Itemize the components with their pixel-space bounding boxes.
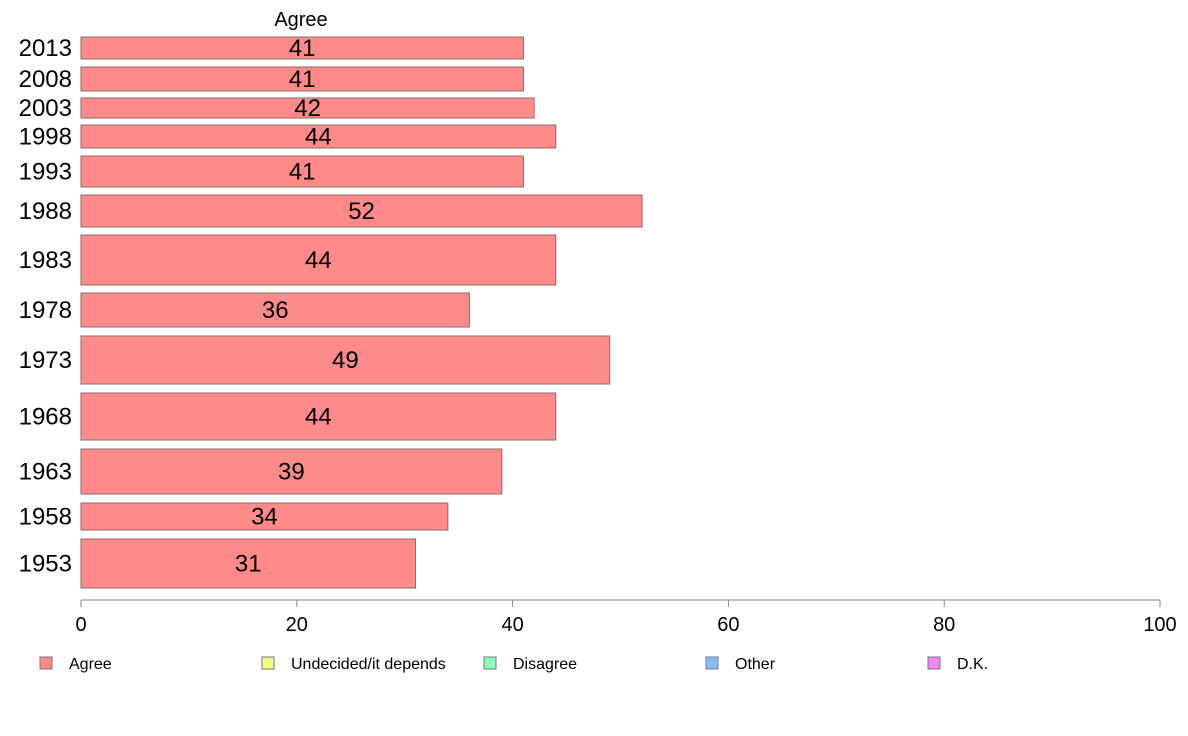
bar-2003: [80, 97, 535, 119]
bar-1993: [80, 155, 524, 188]
bar-1968: [80, 392, 557, 441]
category-label-2008: 2008: [19, 66, 72, 93]
value-label-1958: 34: [251, 504, 278, 531]
category-label-2013: 2013: [19, 35, 72, 62]
x-tick-label-100: 100: [1143, 614, 1176, 636]
x-tick-label-20: 20: [286, 614, 308, 636]
bar-2013: [80, 36, 524, 60]
legend-swatch-2: [483, 656, 497, 670]
category-label-1998: 1998: [19, 124, 72, 151]
value-label-1973: 49: [332, 347, 359, 374]
category-label-1953: 1953: [19, 551, 72, 578]
legend-swatch-3: [705, 656, 719, 670]
x-axis: 0 20 40 60 80 100: [75, 599, 1177, 636]
legend-swatch-0: [39, 656, 53, 670]
legend-label-4: D.K.: [957, 656, 988, 673]
bar-1958: [80, 502, 449, 531]
bar-1983: [80, 234, 557, 286]
legend-label-1: Undecided/it depends: [291, 656, 446, 673]
value-label-1998: 44: [305, 124, 332, 151]
value-label-1988: 52: [348, 198, 375, 225]
category-label-1983: 1983: [19, 247, 72, 274]
category-label-2003: 2003: [19, 95, 72, 122]
bar-1963: [80, 448, 503, 495]
legend-label-3: Other: [735, 656, 776, 673]
legend-label-0: Agree: [69, 656, 112, 673]
bar-1953: [80, 538, 416, 589]
legend-label-2: Disagree: [513, 656, 577, 673]
value-label-2003: 42: [294, 95, 321, 122]
bar-2008: [80, 66, 524, 92]
x-tick-label-60: 60: [717, 614, 739, 636]
value-label-1968: 44: [305, 404, 332, 431]
category-label-1993: 1993: [19, 159, 72, 186]
bar-1988: [80, 194, 643, 228]
bars-group: [80, 36, 643, 589]
value-label-1978: 36: [262, 297, 289, 324]
category-label-1963: 1963: [19, 459, 72, 486]
bar-1978: [80, 292, 470, 328]
x-tick-label-0: 0: [75, 614, 86, 636]
value-label-1963: 39: [278, 459, 305, 486]
x-tick-label-80: 80: [933, 614, 955, 636]
category-label-1978: 1978: [19, 297, 72, 324]
value-label-1983: 44: [305, 247, 332, 274]
value-label-2013: 41: [289, 35, 316, 62]
category-label-1968: 1968: [19, 404, 72, 431]
legend: Agree Undecided/it depends Disagree Other D.…: [39, 656, 988, 673]
value-label-1953: 31: [235, 551, 262, 578]
category-label-1988: 1988: [19, 198, 72, 225]
legend-swatch-4: [927, 656, 941, 670]
x-tick-label-40: 40: [501, 614, 523, 636]
value-label-1993: 41: [289, 159, 316, 186]
column-header: Agree: [274, 9, 327, 31]
category-label-1958: 1958: [19, 504, 72, 531]
category-label-1973: 1973: [19, 347, 72, 374]
value-label-2008: 41: [289, 66, 316, 93]
legend-swatch-1: [261, 656, 275, 670]
bar-1973: [80, 335, 611, 385]
bar-1998: [80, 124, 557, 149]
